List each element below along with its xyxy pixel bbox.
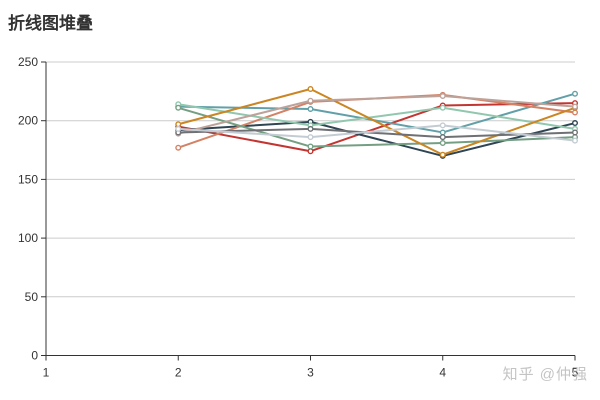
data-point[interactable]: [572, 129, 579, 136]
y-tick-label: 50: [25, 290, 39, 304]
watermark: 知乎 @仲强: [502, 366, 588, 383]
x-tick-label: 3: [307, 366, 314, 380]
series-polyline[interactable]: [177, 88, 576, 156]
series-group: [175, 86, 579, 159]
data-point[interactable]: [572, 109, 579, 116]
data-point[interactable]: [175, 121, 182, 128]
data-point[interactable]: [175, 125, 182, 132]
data-point[interactable]: [307, 125, 314, 132]
y-tick-label: 200: [18, 114, 38, 128]
series-polyline[interactable]: [177, 106, 576, 148]
y-axis-ticks: 0 50 100 150 200 250: [18, 55, 46, 363]
data-point[interactable]: [307, 97, 314, 104]
y-tick-label: 0: [31, 349, 38, 363]
x-tick-label: 5: [572, 366, 579, 380]
x-tick-label: 1: [43, 366, 50, 380]
data-point[interactable]: [307, 143, 314, 150]
series-line-10[interactable]: [175, 122, 579, 144]
x-axis-ticks: 1 2 3 4 5: [43, 355, 579, 380]
y-tick-label: 250: [18, 55, 38, 69]
data-point[interactable]: [572, 103, 579, 110]
data-point[interactable]: [307, 105, 314, 112]
x-tick-label: 4: [439, 366, 446, 380]
data-point[interactable]: [439, 122, 446, 129]
data-point[interactable]: [439, 104, 446, 111]
data-point[interactable]: [307, 134, 314, 141]
data-point[interactable]: [175, 104, 182, 111]
data-point[interactable]: [572, 137, 579, 144]
data-point[interactable]: [439, 134, 446, 141]
series-line-7[interactable]: [175, 86, 579, 158]
data-point[interactable]: [439, 140, 446, 147]
series-line-6[interactable]: [175, 104, 579, 150]
data-point[interactable]: [439, 129, 446, 136]
data-point[interactable]: [307, 148, 314, 155]
data-point[interactable]: [307, 86, 314, 93]
chart-title: 折线图堆叠: [8, 14, 93, 33]
data-point[interactable]: [175, 144, 182, 151]
series-polyline[interactable]: [177, 124, 576, 142]
data-point[interactable]: [439, 93, 446, 100]
y-tick-label: 100: [18, 231, 38, 245]
series-line-8[interactable]: [175, 93, 579, 137]
y-tick-label: 150: [18, 172, 38, 186]
y-gridlines: [46, 61, 575, 298]
data-point[interactable]: [572, 120, 579, 127]
data-point[interactable]: [572, 90, 579, 97]
x-tick-label: 2: [175, 366, 182, 380]
series-polyline[interactable]: [177, 103, 576, 130]
data-point[interactable]: [439, 151, 446, 158]
series-polyline[interactable]: [177, 127, 576, 139]
series-polyline[interactable]: [177, 92, 576, 134]
series-polyline[interactable]: [177, 95, 576, 135]
